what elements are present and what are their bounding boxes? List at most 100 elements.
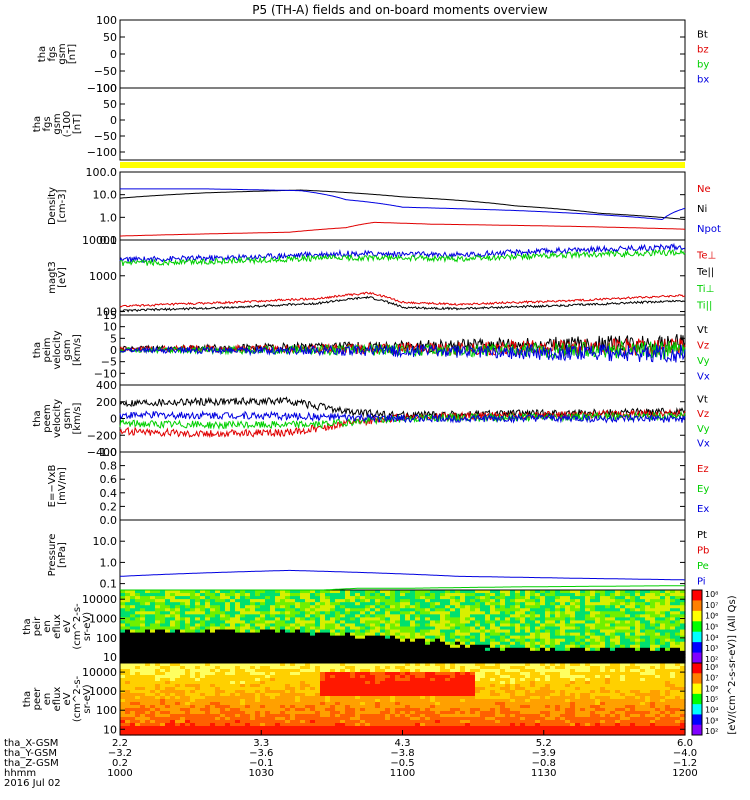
- y-axis-label: (-100: [62, 111, 73, 138]
- panel-frame: [119, 519, 686, 591]
- legend-entry: Ey: [697, 484, 709, 495]
- legend-entry: Ti||: [696, 301, 712, 312]
- y-axis-label: peer: [32, 687, 43, 711]
- y-tick-label: 1.0: [100, 211, 118, 224]
- legend-entry: Ne: [697, 184, 711, 195]
- x-axis-row-label: 2016 Jul 02: [4, 778, 61, 789]
- x-tick-label-z: −0.5: [390, 758, 414, 769]
- series-temperature-Te⊥: [119, 291, 686, 308]
- series-pressure-Pi: [119, 569, 685, 581]
- legend-entry: Npot: [697, 224, 721, 235]
- series-peim-Vx: [119, 343, 686, 363]
- y-tick-label: −200: [87, 429, 117, 442]
- x-tick-label-y: −3.6: [249, 748, 273, 759]
- peir-colorbar-tick: 10²: [705, 655, 718, 664]
- y-tick-label: −100: [87, 82, 117, 95]
- panel-efield: 1.00.80.60.40.20.0 E=−VxB [mV/m] Ez Ey Ex: [47, 446, 709, 527]
- y-axis-label: [km/s]: [72, 334, 83, 366]
- legend-entry: Ni: [697, 204, 707, 215]
- series-density-Ni: [119, 189, 686, 220]
- panel-pressure: 10.0 1.0 0.1 Pressure [nPa] Pt Pb Pe Pi: [47, 519, 709, 591]
- y-tick-label: 0.1: [100, 578, 118, 591]
- y-tick-label: 10: [103, 651, 117, 664]
- x-tick-label-y: −3.8: [390, 748, 414, 759]
- x-axis-row-label: tha_Z-GSM: [4, 758, 59, 769]
- peer-colorbar-tick: 10⁴: [705, 706, 718, 715]
- y-axis-label: gsm: [62, 339, 73, 360]
- x-axis-row-label: tha_Y-GSM: [4, 748, 57, 759]
- y-tick-label: 10: [103, 321, 117, 334]
- legend-entry: Vt: [697, 394, 708, 405]
- y-axis-label: [mV/m]: [57, 467, 68, 505]
- y-tick-label: 100: [96, 14, 117, 27]
- legend-entry: Pt: [697, 530, 707, 541]
- x-tick-label-z: 0.2: [112, 758, 128, 769]
- y-tick-label: 100: [96, 82, 117, 95]
- y-axis-label: sr-eV): [82, 684, 93, 713]
- y-axis-label: (cm^2-s-: [72, 675, 83, 722]
- y-axis-label: fgs: [47, 46, 58, 61]
- legend-entry: bz: [697, 45, 709, 56]
- y-tick-label: 100: [96, 632, 117, 645]
- y-tick-label: 50: [103, 98, 117, 111]
- y-axis-label: velocity: [52, 399, 63, 438]
- x-tick-label-y: −4.0: [673, 748, 697, 759]
- series-temperature-Te||: [119, 295, 686, 313]
- y-axis-label: tha: [37, 46, 48, 62]
- panel-fgs: 100 50 0 −50 −100 tha fgs gsm [nT] Bt bz by bx: [37, 14, 709, 95]
- x-tick-label-z: −1.2: [673, 758, 697, 769]
- x-tick-label-hhmm: 1030: [249, 768, 274, 779]
- series-peem-Vt: [119, 396, 686, 420]
- panel-temperature: 10000 1000 100 magt3 [eV] Te⊥ Te|| Ti⊥ Ti||: [47, 234, 716, 319]
- y-axis-label: gsm: [52, 113, 63, 134]
- y-axis-label: eV: [62, 692, 73, 705]
- y-tick-label: 400: [96, 379, 117, 392]
- peer-spectrogram: [120, 663, 686, 736]
- legend-entry: Pe: [697, 561, 709, 572]
- legend-entry: Ez: [697, 464, 709, 475]
- y-tick-label: 1.0: [100, 556, 118, 569]
- panel-frame: [119, 239, 686, 316]
- y-tick-label: 0: [110, 344, 117, 357]
- y-tick-label: −100: [87, 146, 117, 159]
- y-tick-label: 10.0: [93, 189, 118, 202]
- legend-entry: Bt: [697, 30, 708, 41]
- y-axis-label: tha: [32, 116, 43, 132]
- y-axis-label: fgs: [42, 116, 53, 131]
- legend-entry: Pb: [697, 545, 709, 556]
- y-tick-label: 0.2: [100, 500, 118, 513]
- y-axis-label: tha: [22, 618, 33, 634]
- peir-spectrogram: [120, 590, 686, 664]
- peer-colorbar-tick: 10⁷: [705, 674, 718, 683]
- y-axis-label: peim: [42, 337, 53, 362]
- y-tick-label: 10000: [82, 666, 117, 679]
- y-axis-label: sr-eV): [82, 612, 93, 641]
- x-tick-label-x: 4.3: [395, 738, 411, 749]
- peer-colorbar-tick: 10³: [705, 716, 718, 725]
- peir-colorbar-tick: 10⁶: [705, 612, 718, 621]
- quality-bar: [120, 162, 685, 168]
- y-tick-label: 1000: [89, 685, 117, 698]
- y-tick-label: 0.6: [100, 473, 118, 486]
- peer-colorbar-tick: 10⁶: [705, 684, 718, 693]
- x-tick-label-x: 6.0: [677, 738, 693, 749]
- y-axis-label: (cm^2-s-: [72, 603, 83, 650]
- x-tick-label-z: −0.8: [532, 758, 556, 769]
- y-tick-label: 10.0: [93, 535, 118, 548]
- y-tick-label: 0: [110, 114, 117, 127]
- x-tick-label-hhmm: 1000: [107, 768, 132, 779]
- legend-entry: Vx: [697, 371, 710, 382]
- y-axis-label: tha: [22, 691, 33, 707]
- y-axis-label: [nT]: [67, 44, 78, 64]
- y-axis-label: en: [42, 693, 53, 706]
- y-tick-label: 5: [110, 332, 117, 345]
- x-tick-label-x: 3.3: [253, 738, 269, 749]
- y-axis-label: gsm: [57, 43, 68, 64]
- legend-entry: Vt: [697, 325, 708, 336]
- y-tick-label: 100: [96, 306, 117, 319]
- y-axis-label: [eV]: [57, 267, 68, 288]
